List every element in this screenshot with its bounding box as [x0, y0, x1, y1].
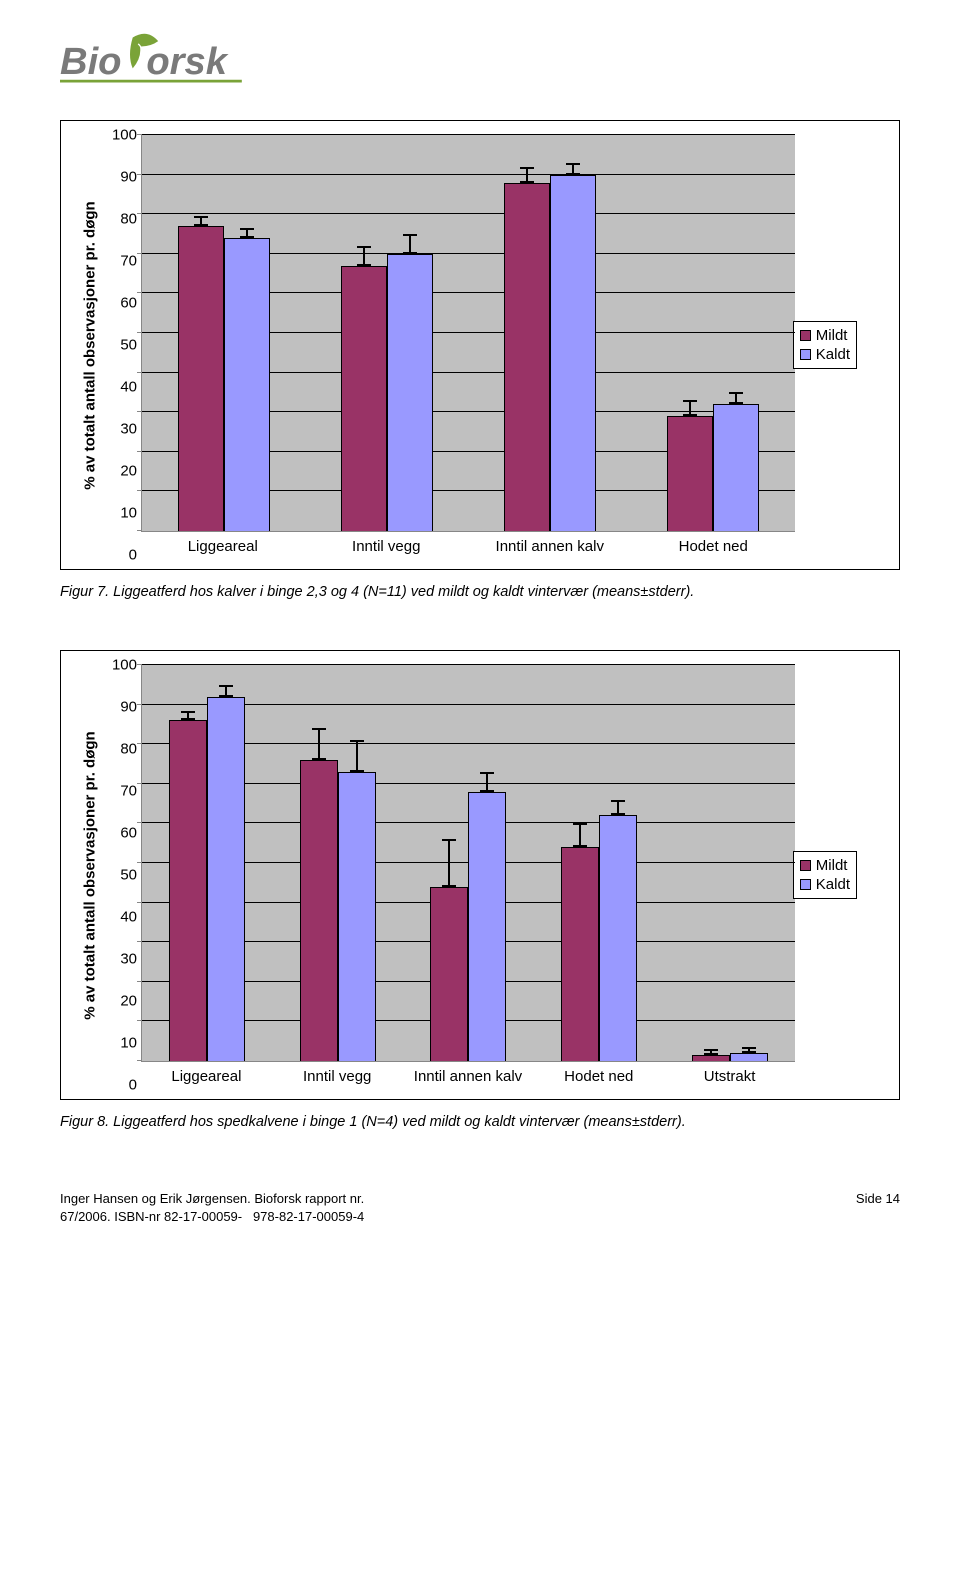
footer-line2: 67/2006. ISBN-nr 82-17-00059- 978-82-17-…: [60, 1208, 364, 1226]
legend-item: Mildt: [800, 327, 850, 344]
x-category-label: Inntil vegg: [305, 538, 469, 555]
footer-right: Side 14: [856, 1190, 900, 1226]
legend-swatch: [800, 330, 811, 341]
y-axis-label: % av totalt antall observasjoner pr. døg…: [82, 201, 99, 489]
legend-swatch: [800, 860, 811, 871]
svg-text:Bio: Bio: [60, 40, 122, 83]
bar-group: [692, 665, 768, 1061]
page-footer: Inger Hansen og Erik Jørgensen. Bioforsk…: [60, 1190, 900, 1226]
x-category-label: Utstrakt: [664, 1068, 795, 1085]
x-category-label: Inntil annen kalv: [403, 1068, 534, 1085]
y-axis-ticks: 0102030405060708090100: [105, 135, 141, 555]
y-axis-label: % av totalt antall observasjoner pr. døg…: [82, 731, 99, 1019]
bar-group: [300, 665, 376, 1061]
bar-group: [561, 665, 637, 1061]
y-axis-label-wrap: % av totalt antall observasjoner pr. døg…: [75, 135, 105, 555]
bars-layer: [142, 135, 795, 531]
legend-label: Kaldt: [816, 346, 850, 363]
x-category-label: Inntil vegg: [272, 1068, 403, 1085]
x-category-label: Inntil annen kalv: [468, 538, 632, 555]
x-category-label: Hodet ned: [533, 1068, 664, 1085]
bioforsk-logo: Bio orsk: [60, 30, 900, 90]
x-category-label: Hodet ned: [632, 538, 796, 555]
bar-group: [504, 135, 596, 531]
bar-group: [341, 135, 433, 531]
bar-group: [667, 135, 759, 531]
bar-group: [169, 665, 245, 1061]
legend-label: Mildt: [816, 327, 848, 344]
footer-line1: Inger Hansen og Erik Jørgensen. Bioforsk…: [60, 1190, 364, 1208]
plot-area: [141, 665, 795, 1062]
x-category-label: Liggeareal: [141, 1068, 272, 1085]
footer-left: Inger Hansen og Erik Jørgensen. Bioforsk…: [60, 1190, 364, 1226]
chart2-container: % av totalt antall observasjoner pr. døg…: [60, 650, 900, 1100]
bar-group: [178, 135, 270, 531]
x-axis-labels: LiggearealInntil veggInntil annen kalvHo…: [141, 538, 795, 555]
legend-label: Mildt: [816, 857, 848, 874]
chart-legend: Mildt Kaldt: [793, 321, 857, 369]
figure8-caption: Figur 8. Liggeatferd hos spedkalvene i b…: [60, 1114, 900, 1130]
figure7-caption: Figur 7. Liggeatferd hos kalver i binge …: [60, 584, 900, 600]
plot-area: [141, 135, 795, 532]
legend-label: Kaldt: [816, 876, 850, 893]
legend-swatch: [800, 349, 811, 360]
svg-text:orsk: orsk: [146, 40, 228, 83]
y-axis-ticks: 0102030405060708090100: [105, 665, 141, 1085]
chart1-container: % av totalt antall observasjoner pr. døg…: [60, 120, 900, 570]
legend-item: Kaldt: [800, 876, 850, 893]
y-axis-label-wrap: % av totalt antall observasjoner pr. døg…: [75, 665, 105, 1085]
x-category-label: Liggeareal: [141, 538, 305, 555]
bar-group: [430, 665, 506, 1061]
legend-swatch: [800, 879, 811, 890]
x-axis-labels: LiggearealInntil veggInntil annen kalvHo…: [141, 1068, 795, 1085]
legend-item: Kaldt: [800, 346, 850, 363]
legend-gutter: Mildt Kaldt: [795, 665, 885, 1085]
bars-layer: [142, 665, 795, 1061]
legend-gutter: Mildt Kaldt: [795, 135, 885, 555]
chart-legend: Mildt Kaldt: [793, 851, 857, 899]
legend-item: Mildt: [800, 857, 850, 874]
